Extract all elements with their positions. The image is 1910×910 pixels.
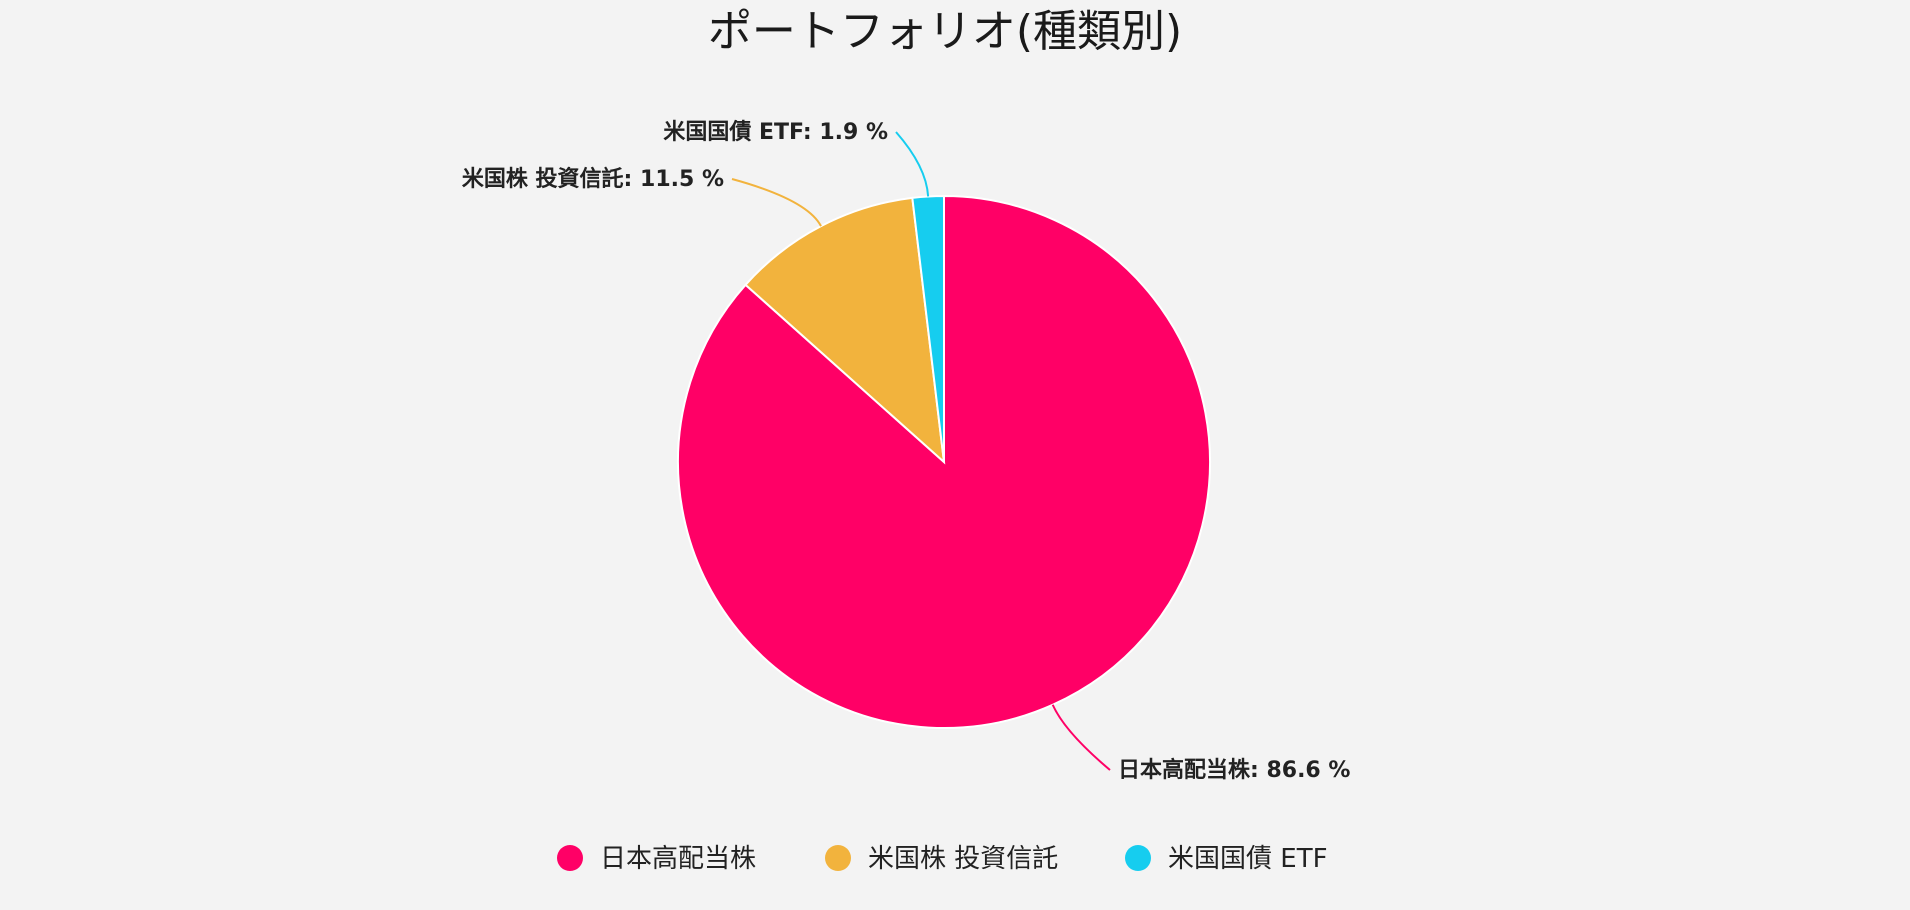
legend-label: 米国国債 ETF <box>1168 844 1328 874</box>
slice-labels: 日本高配当株: 86.6 % 米国株 投資信託: 11.5 % 米国国債 ETF: … <box>462 120 1351 783</box>
chart-title: ポートフォリオ(種類別) <box>708 6 1182 57</box>
legend-item-2[interactable]: 米国株 投資信託 <box>825 844 1058 874</box>
slice-leader-line-3 <box>895 131 930 197</box>
legend-label: 日本高配当株 <box>600 844 756 874</box>
slice-data-label-1: 日本高配当株: 86.6 % <box>1118 757 1350 783</box>
slice-leader-line-2 <box>731 178 822 227</box>
pie-slices <box>677 194 1211 729</box>
legend-marker <box>557 845 583 871</box>
pie-slice-2[interactable] <box>744 196 946 465</box>
slice-leader-line-1 <box>1051 704 1111 771</box>
slice-data-label-2: 米国株 投資信託: 11.5 % <box>462 166 724 192</box>
legend-item-3[interactable]: 米国国債 ETF <box>1125 844 1328 874</box>
legend-marker <box>825 845 851 871</box>
slice-data-label-3: 米国国債 ETF: 1.9 % <box>663 120 888 145</box>
legend-label: 米国株 投資信託 <box>868 844 1058 874</box>
legend: 日本高配当株 米国株 投資信託 米国国債 ETF <box>557 844 1328 874</box>
legend-marker <box>1125 845 1151 871</box>
legend-item-1[interactable]: 日本高配当株 <box>557 844 756 874</box>
